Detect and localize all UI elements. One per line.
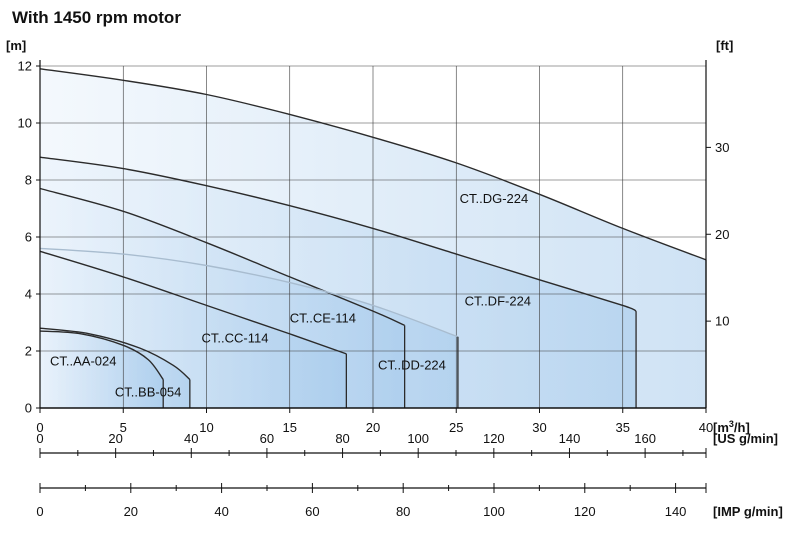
secondary-tick-label: 120 [574,504,596,519]
x-tick-label: 10 [199,420,213,435]
secondary-tick-label: 0 [36,504,43,519]
secondary-tick-label: 80 [335,431,349,446]
area-CT..AA-024 [40,331,164,408]
curve-label-CT..CC-114: CT..CC-114 [202,330,269,345]
y-unit-right: [ft] [716,38,733,53]
secondary-tick-label: 100 [483,504,505,519]
curve-CT..AA-024 [39,330,164,380]
secondary-tick-label: 160 [634,431,656,446]
secondary-tick-label: 20 [108,431,122,446]
curve-label-CT..DD-224: CT..DD-224 [378,358,446,373]
curve-CT..BB-054 [39,327,191,381]
ft-tick-label: 30 [715,140,729,155]
chart-title: With 1450 rpm motor [12,8,181,27]
secondary-tick-label: 140 [559,431,581,446]
curve-label-CT..DF-224: CT..DF-224 [465,293,531,308]
x-tick-label: 35 [616,420,630,435]
secondary-tick-label: 80 [396,504,410,519]
y-unit-left: [m] [6,38,26,53]
curve-CT..DF-224 [39,156,637,312]
curve-label-CT..CE-114: CT..CE-114 [290,311,356,326]
x-tick-label: 0 [36,420,43,435]
x-tick-label: 40 [699,420,713,435]
ft-tick-label: 20 [715,227,729,242]
curve-CT..CE-114 [39,187,405,327]
secondary-tick-label: 0 [36,431,43,446]
curve-label-CT..AA-024: CT..AA-024 [50,353,116,368]
curve-CT..DD-224 [39,247,459,338]
x-tick-label: 30 [532,420,546,435]
curve-label-CT..BB-054: CT..BB-054 [115,385,181,400]
x-tick-label: 20 [366,420,380,435]
x-unit: [m3/h] [713,419,750,435]
x-tick-label: 15 [283,420,297,435]
secondary-tick-label: 60 [305,504,319,519]
y-tick-label: 8 [25,173,32,188]
ft-tick-label: 10 [715,314,729,329]
secondary-unit: [IMP g/min] [713,504,783,519]
secondary-tick-label: 40 [214,504,228,519]
secondary-tick-label: 140 [665,504,687,519]
curve-CT..DG-224 [39,68,707,261]
secondary-tick-label: 60 [260,431,274,446]
y-tick-label: 10 [18,116,32,131]
y-tick-label: 6 [25,230,32,245]
curve-CT..CC-114 [39,250,347,355]
y-tick-label: 12 [18,59,32,74]
x-tick-label: 25 [449,420,463,435]
secondary-tick-label: 40 [184,431,198,446]
curve-label-CT..DG-224: CT..DG-224 [460,191,529,206]
y-tick-label: 0 [25,401,32,416]
y-tick-label: 4 [25,287,32,302]
secondary-unit: [US g/min] [713,431,778,446]
secondary-tick-label: 120 [483,431,505,446]
secondary-tick-label: 100 [407,431,429,446]
y-tick-label: 2 [25,344,32,359]
secondary-tick-label: 20 [124,504,138,519]
x-tick-label: 5 [120,420,127,435]
